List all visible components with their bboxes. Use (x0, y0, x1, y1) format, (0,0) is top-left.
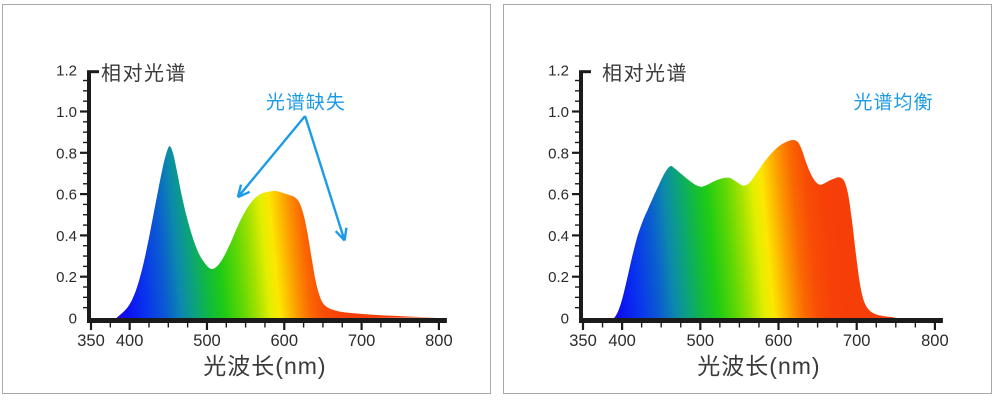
x-axis-label-right: 光波长(nm) (697, 353, 821, 379)
svg-text:0.4: 0.4 (548, 228, 569, 245)
svg-text:0.6: 0.6 (548, 187, 569, 204)
svg-text:500: 500 (193, 332, 221, 350)
svg-text:800: 800 (921, 332, 949, 350)
svg-text:0: 0 (69, 311, 77, 328)
svg-text:400: 400 (116, 332, 144, 350)
svg-text:1.2: 1.2 (56, 63, 77, 80)
svg-text:1.0: 1.0 (548, 104, 569, 121)
svg-text:700: 700 (843, 332, 871, 350)
chart-title-right: 相对光谱 (602, 63, 688, 85)
chart-title-left: 相对光谱 (101, 63, 187, 85)
svg-text:600: 600 (765, 332, 793, 350)
spectrum-panel-right: 350 400 500 600 700 800 0 0.2 0.4 0.6 0.8 1.0 1.2 相对… (503, 4, 992, 394)
annotation-spectrum-missing: 光谱缺失 (265, 92, 346, 114)
svg-text:600: 600 (271, 332, 299, 350)
svg-text:800: 800 (425, 332, 453, 350)
svg-text:500: 500 (687, 332, 715, 350)
spectrum-chart-right: 350 400 500 600 700 800 0 0.2 0.4 0.6 0.8 1.0 1.2 (548, 63, 949, 350)
svg-text:0.8: 0.8 (56, 145, 77, 162)
annotation-spectrum-balanced: 光谱均衡 (853, 92, 934, 114)
svg-text:0.6: 0.6 (56, 187, 77, 204)
svg-text:0.2: 0.2 (548, 269, 569, 286)
spectrum-panel-left: 350 400 500 600 700 800 0 0.2 0.4 0.6 0.8 1.0 1.2 相对… (2, 4, 491, 394)
svg-text:0.2: 0.2 (56, 269, 77, 286)
svg-text:0: 0 (561, 311, 569, 328)
spectrum-chart-left: 350 400 500 600 700 800 0 0.2 0.4 0.6 0.8 1.0 1.2 (56, 63, 453, 350)
svg-text:700: 700 (348, 332, 376, 350)
svg-text:350: 350 (569, 332, 597, 350)
svg-text:350: 350 (77, 332, 105, 350)
svg-text:1.0: 1.0 (56, 104, 77, 121)
svg-text:400: 400 (608, 332, 636, 350)
svg-text:1.2: 1.2 (548, 63, 569, 80)
svg-text:0.4: 0.4 (56, 228, 77, 245)
x-axis-label-left: 光波长(nm) (203, 353, 327, 379)
svg-text:0.8: 0.8 (548, 145, 569, 162)
